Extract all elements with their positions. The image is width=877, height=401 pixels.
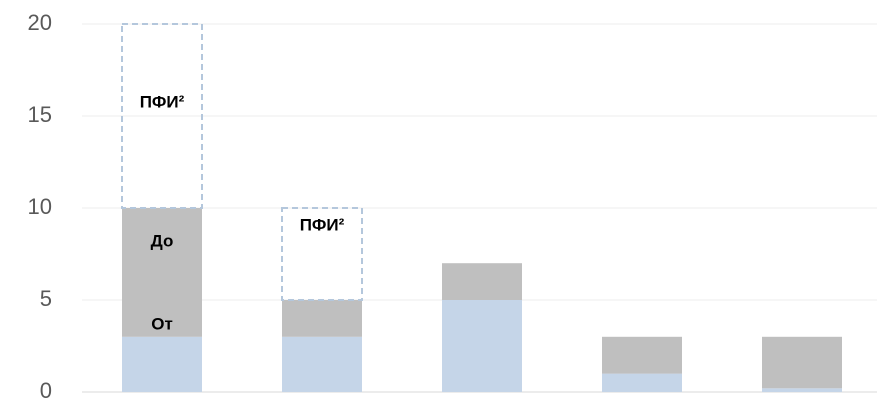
bar-segment <box>442 263 522 300</box>
series-label: ПФИ² <box>300 215 345 234</box>
bar-segment <box>762 336 842 389</box>
series-label: До <box>151 231 174 250</box>
bar-segment <box>602 373 682 392</box>
y-tick-label: 20 <box>28 10 52 35</box>
y-tick-label: 10 <box>28 194 52 219</box>
series-label: ПФИ² <box>140 92 185 111</box>
bar-segment <box>281 207 363 301</box>
bar-segment <box>602 336 682 374</box>
bar-segment <box>442 300 522 392</box>
y-tick-label: 5 <box>40 286 52 311</box>
y-tick-label: 15 <box>28 102 52 127</box>
bar-segment <box>122 208 202 337</box>
bar-segment <box>282 300 362 337</box>
bar-segment <box>282 336 362 392</box>
y-tick-label: 0 <box>40 378 52 401</box>
bar-segment <box>121 23 203 209</box>
series-label: От <box>151 314 173 333</box>
bar-segment <box>122 336 202 392</box>
bar-segment <box>762 388 842 392</box>
